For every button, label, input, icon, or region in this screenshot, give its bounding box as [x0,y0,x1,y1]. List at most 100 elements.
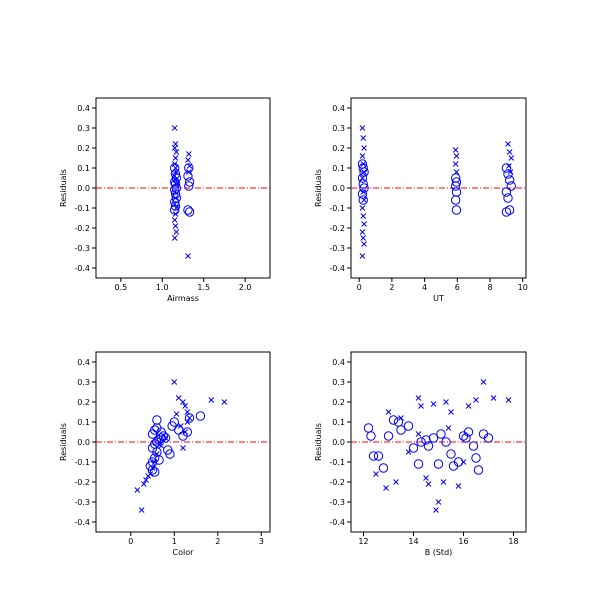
data-point-cross [208,397,215,403]
x-tick-label: 6 [455,283,460,292]
panel-color: 0 1 2 3 -0.4 -0.3 -0.2 -0.1 0.0 0.1 0.2 0.3 0.4 Color… [59,351,271,557]
y-tick-label: -0.4 [74,264,90,273]
data-point-cross [423,475,429,481]
y-tick-label: 0.2 [77,144,90,153]
data-point-circle [388,415,399,425]
data-point-circle [171,183,182,193]
y-tick-label: 0.2 [77,398,90,407]
y-tick-label: 0.3 [332,378,345,387]
y-tick-label: -0.2 [329,224,345,233]
data-point-cross [490,395,497,401]
data-point-cross [453,153,460,159]
y-axis-label: Residuals [59,423,68,461]
y-tick-label: -0.3 [74,498,90,507]
y-tick-label: 0.0 [332,438,345,447]
data-point-cross [361,221,367,227]
data-point-circle [154,455,164,465]
data-point-circle [441,437,451,447]
data-point-cross [480,379,487,385]
x-axis-label: Airmass [167,294,199,303]
y-tick-label: -0.1 [329,204,345,213]
data-point-circle [396,425,406,435]
data-point-circle [366,431,376,441]
data-point-circle [446,449,456,459]
panel-b-std: 12 14 16 18 -0.4 -0.3 -0.2 -0.1 0.0 0.1 0.2 0.3 0.4 B… [314,351,527,557]
data-point-cross [185,253,191,259]
data-point-circle [433,459,444,469]
data-point-circle [170,163,180,173]
data-point-cross [359,205,366,211]
data-point-cross [173,229,180,235]
y-tick-label: -0.1 [74,204,90,213]
data-point-circle [357,189,368,199]
y-tick-label: 0.0 [77,438,90,447]
data-point-cross [359,229,366,235]
data-point-circle [421,435,431,445]
data-point-cross [398,415,404,421]
data-point-circle [463,427,474,437]
data-point-circle [171,173,182,183]
data-point-cross [383,485,389,491]
y-tick-label: 0.4 [77,104,90,113]
data-point-circle [483,433,494,443]
data-point-cross [445,425,452,431]
x-tick-label: 10 [518,283,528,292]
data-point-circle [358,163,368,173]
panel-ut: 0 2 4 6 8 10 -0.4 -0.3 -0.2 -0.1 0.0 0.1 0.2 0.3 0.4 UT… [314,97,528,303]
y-axis-label: Residuals [314,169,323,207]
y-tick-label: 0.1 [77,418,90,427]
data-point-circle [468,441,479,451]
data-point-circle [150,425,160,435]
y-tick-label: 0.1 [77,164,90,173]
data-point-cross [171,379,178,385]
y-tick-label: -0.1 [329,458,345,467]
data-point-circle [359,167,369,177]
data-point-circle [165,449,175,459]
data-point-circle [378,463,389,473]
data-point-cross [415,395,422,401]
data-point-circle [501,163,512,173]
y-tick-label: -0.3 [329,498,345,507]
data-point-cross [138,507,145,513]
data-point-cross [172,223,179,229]
data-point-circle [450,181,461,191]
data-point-cross [448,409,454,415]
data-point-circle [504,175,515,185]
data-point-circle [170,205,180,215]
data-point-circle [436,429,446,439]
y-tick-label: 0.4 [332,104,345,113]
data-point-circle [473,465,484,475]
y-axis-label: Residuals [314,423,323,461]
data-point-cross [182,403,189,409]
data-point-cross [359,253,366,259]
data-point-cross [171,217,178,223]
data-point-cross [473,397,479,403]
data-point-cross [425,481,432,487]
data-point-cross [440,479,447,485]
data-point-circle [503,169,513,179]
data-point-cross [134,487,141,493]
data-point-circle [183,171,193,181]
data-point-cross [360,135,367,141]
data-point-circle [147,465,158,475]
data-point-circle [503,193,513,203]
data-point-cross [221,399,228,405]
data-point-circle [184,177,195,187]
y-tick-label: 0.0 [77,184,90,193]
x-axis-label: UT [433,294,444,303]
data-point-circle [357,173,368,183]
y-tick-label: -0.1 [74,458,90,467]
panel-airmass: 0.5 1.0 1.5 2.0 -0.4 -0.3 -0.2 -0.1 0.0 0.1 0.2 0.3… [59,97,271,303]
y-tick-label: -0.2 [74,224,90,233]
x-tick-label: 16 [458,537,468,546]
data-point-circle [451,205,462,215]
data-point-cross [452,161,459,167]
data-point-cross [173,149,180,155]
data-point-cross [385,409,392,415]
x-tick-label: 2.0 [239,283,252,292]
data-point-cross [361,241,367,247]
x-tick-label: 1.5 [197,283,210,292]
data-point-circle [173,425,184,435]
data-point-cross [373,471,379,477]
